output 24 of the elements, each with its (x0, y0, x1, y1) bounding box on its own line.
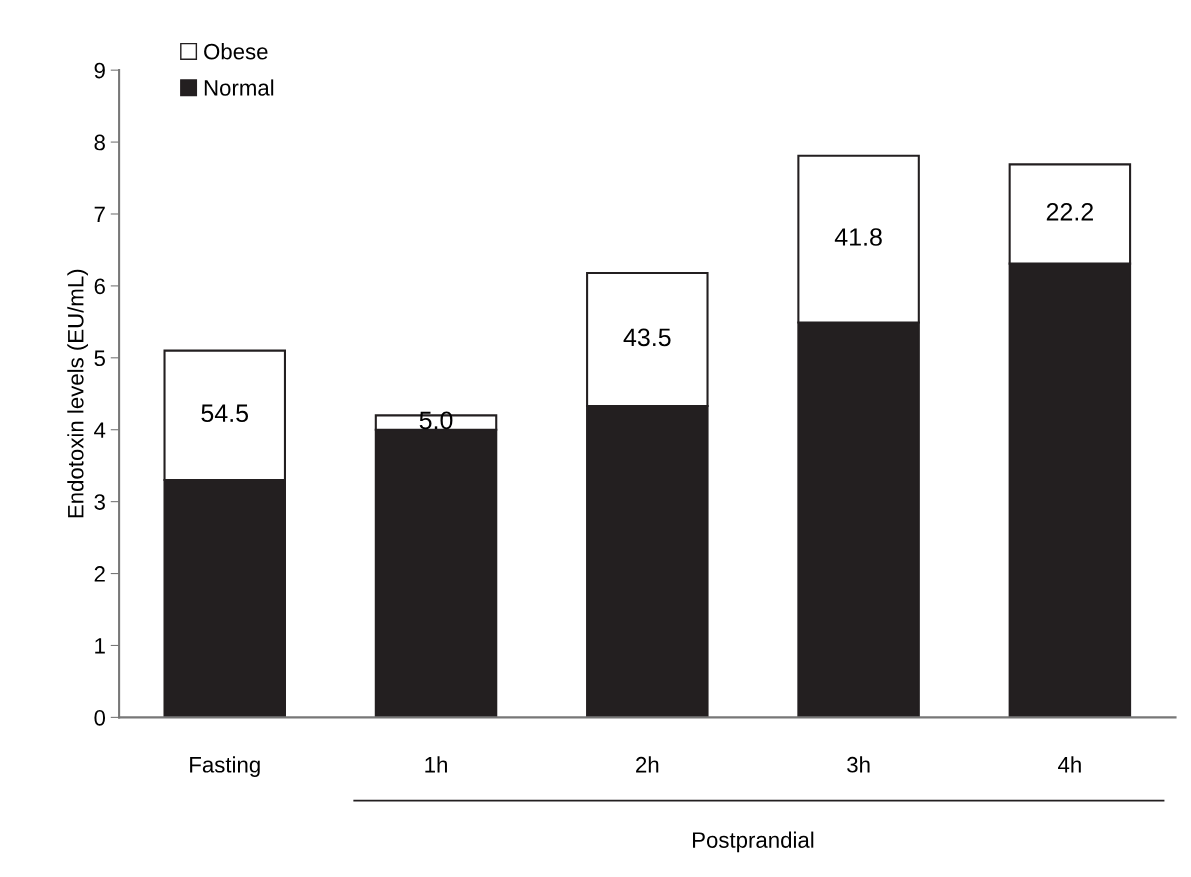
y-tick-label: 0 (94, 709, 106, 726)
y-tick-label: 7 (94, 206, 105, 223)
y-tick-label: 9 (94, 62, 105, 79)
text: Postprandial (693, 831, 814, 853)
y-tick-label: 3 (94, 494, 105, 510)
y-tick-label: 5 (94, 350, 105, 367)
y-tick-label: 1 (95, 638, 105, 654)
annotation: 43.5 (623, 328, 671, 347)
legend-label: Obese (204, 43, 268, 60)
annotation: 41.8 (834, 228, 882, 246)
y-tick-label: 2 (94, 566, 105, 582)
x-tick-label: 3h (847, 756, 870, 773)
annotation: 22.2 (1046, 203, 1093, 221)
y-tick-label: 6 (94, 278, 105, 295)
y-tick-label: 8 (94, 134, 105, 151)
x-tick-label: 2h (636, 756, 659, 773)
x-tick-label: 4h (1058, 756, 1081, 773)
y-tick-label: 4 (94, 422, 106, 438)
legend-label: Normal (204, 79, 274, 96)
y-axis-title: Endotoxin levels (EU/mL) (67, 269, 88, 518)
x-tick-label: Fasting (190, 756, 260, 777)
x-tick-label: 1h (425, 756, 447, 773)
annotation: 54.5 (201, 404, 249, 423)
annotation: 5.0 (419, 411, 453, 430)
